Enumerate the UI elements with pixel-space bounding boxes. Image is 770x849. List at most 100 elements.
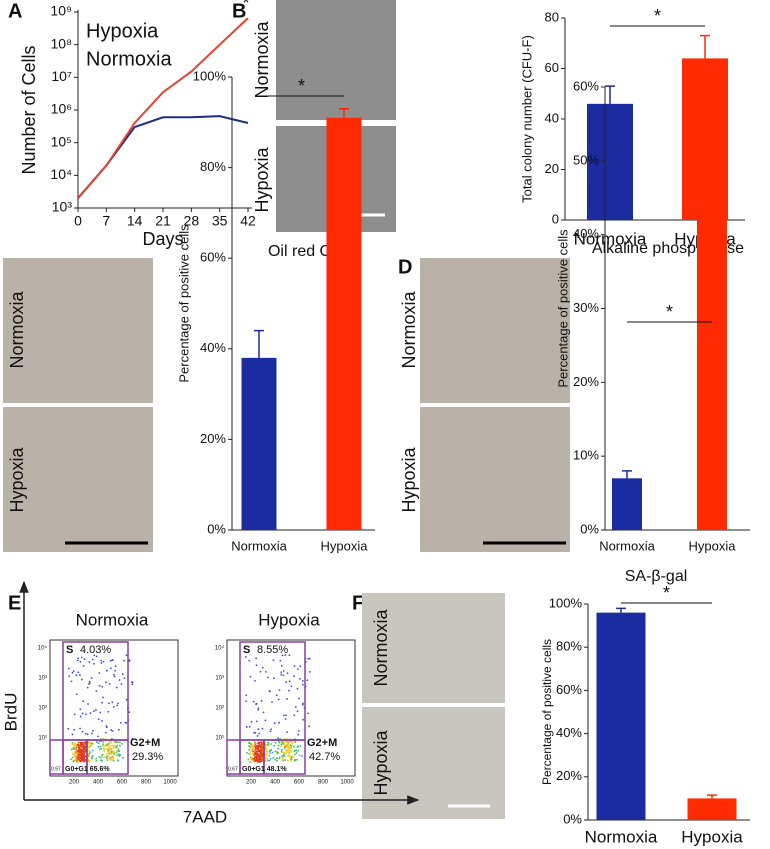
event-dot xyxy=(287,745,290,748)
x-tick-label: 0 xyxy=(74,213,82,229)
chart-title: SA-β-gal xyxy=(625,568,688,585)
event-dot xyxy=(271,751,274,754)
condition-label: Normoxia xyxy=(399,291,419,369)
event-dot xyxy=(258,758,260,761)
condition-label: Hypoxia xyxy=(7,446,27,512)
y-axis-label: BrdU xyxy=(1,693,20,732)
error-bar xyxy=(339,107,349,118)
event-dot xyxy=(75,693,78,696)
flow-x-tick: 600 xyxy=(294,780,305,786)
y-tick-label: 30% xyxy=(573,300,599,315)
event-dot xyxy=(78,674,81,676)
event-dot xyxy=(284,718,287,720)
legend-entry: Hypoxia xyxy=(86,20,159,42)
event-dot xyxy=(75,674,78,677)
event-dot xyxy=(285,743,288,745)
event-dot xyxy=(288,680,291,683)
gate-label: G2+M xyxy=(307,737,337,749)
event-dot xyxy=(83,755,86,757)
event-dot xyxy=(105,725,108,727)
event-dot xyxy=(73,728,76,731)
event-dot xyxy=(287,759,289,762)
event-dot xyxy=(277,740,280,743)
event-dot xyxy=(285,751,288,753)
event-dot xyxy=(249,750,252,753)
event-dot xyxy=(88,749,91,752)
gate-value: G0+G1 48.1% xyxy=(242,766,287,773)
panel-letter: B xyxy=(232,0,246,22)
event-dot xyxy=(273,677,275,680)
event-dot xyxy=(283,741,286,744)
event-dot xyxy=(81,742,84,745)
event-dot xyxy=(253,757,255,760)
event-dot xyxy=(293,745,295,748)
event-dot xyxy=(102,696,104,699)
event-dot xyxy=(110,729,113,731)
event-dot xyxy=(278,757,281,760)
event-dot xyxy=(102,660,105,663)
flow-x-tick: 1000 xyxy=(340,780,354,786)
event-dot xyxy=(284,758,287,761)
event-dot xyxy=(258,760,260,763)
event-dot xyxy=(254,742,257,745)
event-dot xyxy=(112,759,115,762)
event-dot xyxy=(280,758,283,761)
gate-value: 8.55% xyxy=(257,644,288,656)
event-dot xyxy=(257,750,260,753)
event-dot xyxy=(98,684,101,687)
event-dot xyxy=(85,713,87,716)
event-dot xyxy=(100,740,103,743)
panel-letter: F xyxy=(352,592,364,614)
event-dot xyxy=(71,756,74,759)
event-dot xyxy=(288,747,291,750)
event-dot xyxy=(248,659,251,662)
event-dot xyxy=(260,699,263,702)
event-dot xyxy=(88,680,91,683)
event-dot xyxy=(75,750,78,752)
event-dot xyxy=(261,748,264,750)
event-dot xyxy=(115,740,117,743)
panel-letter: D xyxy=(398,256,412,278)
x-tick-label: Normoxia xyxy=(585,827,658,846)
event-dot xyxy=(266,750,269,753)
event-dot xyxy=(276,757,278,760)
flow-x-tick: 400 xyxy=(270,780,281,786)
event-dot xyxy=(272,659,275,662)
event-dot xyxy=(72,760,75,762)
event-dot xyxy=(257,746,260,748)
event-dot xyxy=(97,742,100,745)
event-dot xyxy=(251,759,254,761)
error-bar xyxy=(622,470,632,479)
event-dot xyxy=(70,680,73,683)
image-frame xyxy=(362,593,505,703)
y-tick-label: 10⁷ xyxy=(51,68,72,84)
event-dot xyxy=(119,744,121,747)
flow-y-tick: 10⁴ xyxy=(38,645,48,652)
event-dot xyxy=(284,744,286,746)
event-dot xyxy=(272,756,274,759)
event-dot xyxy=(275,694,278,697)
event-dot xyxy=(95,709,97,711)
event-dot xyxy=(109,667,112,670)
x-tick-label: Normoxia xyxy=(599,538,655,553)
event-dot xyxy=(284,654,287,656)
event-dot xyxy=(112,750,115,753)
annotation: * xyxy=(666,302,673,322)
event-dot xyxy=(102,743,105,746)
event-dot xyxy=(111,730,114,732)
y-tick-label: 10⁴ xyxy=(50,166,72,182)
event-dot xyxy=(92,729,94,732)
event-dot xyxy=(251,750,254,752)
event-dot xyxy=(266,743,269,746)
event-dot xyxy=(259,752,262,755)
event-dot xyxy=(102,747,105,750)
event-dot xyxy=(268,759,271,762)
event-dot xyxy=(75,757,78,760)
event-dot xyxy=(271,701,273,703)
event-dot xyxy=(108,682,111,685)
event-dot xyxy=(262,711,265,714)
event-dot xyxy=(122,756,124,759)
event-dot xyxy=(82,753,85,756)
event-dot xyxy=(279,745,282,748)
